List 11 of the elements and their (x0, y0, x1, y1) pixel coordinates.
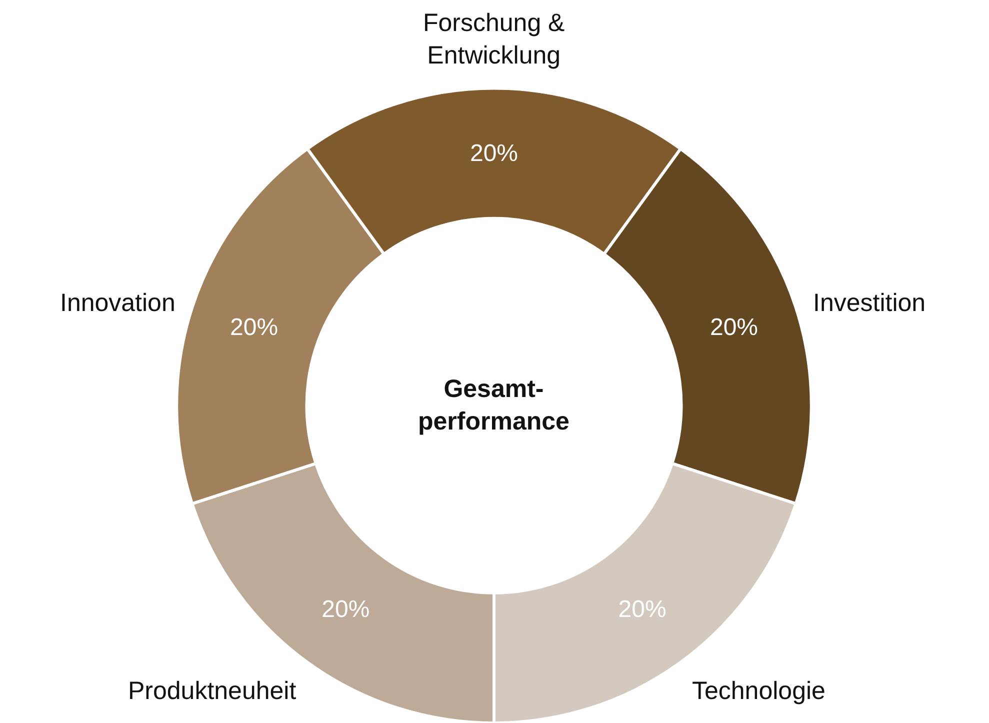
data-label: 20% (618, 596, 666, 624)
slice-label: Forschung & Entwicklung (423, 9, 566, 70)
slice-label: Investition (813, 289, 926, 317)
data-label: 20% (710, 314, 758, 342)
slice-label: Produktneuheit (128, 677, 296, 705)
data-label: 20% (230, 314, 278, 342)
slice-label: Innovation (60, 289, 176, 317)
slice-label: Technologie (692, 677, 826, 705)
text: Gesamt- performance (418, 375, 570, 436)
data-label: 20% (470, 140, 518, 167)
data-label: 20% (322, 596, 370, 624)
